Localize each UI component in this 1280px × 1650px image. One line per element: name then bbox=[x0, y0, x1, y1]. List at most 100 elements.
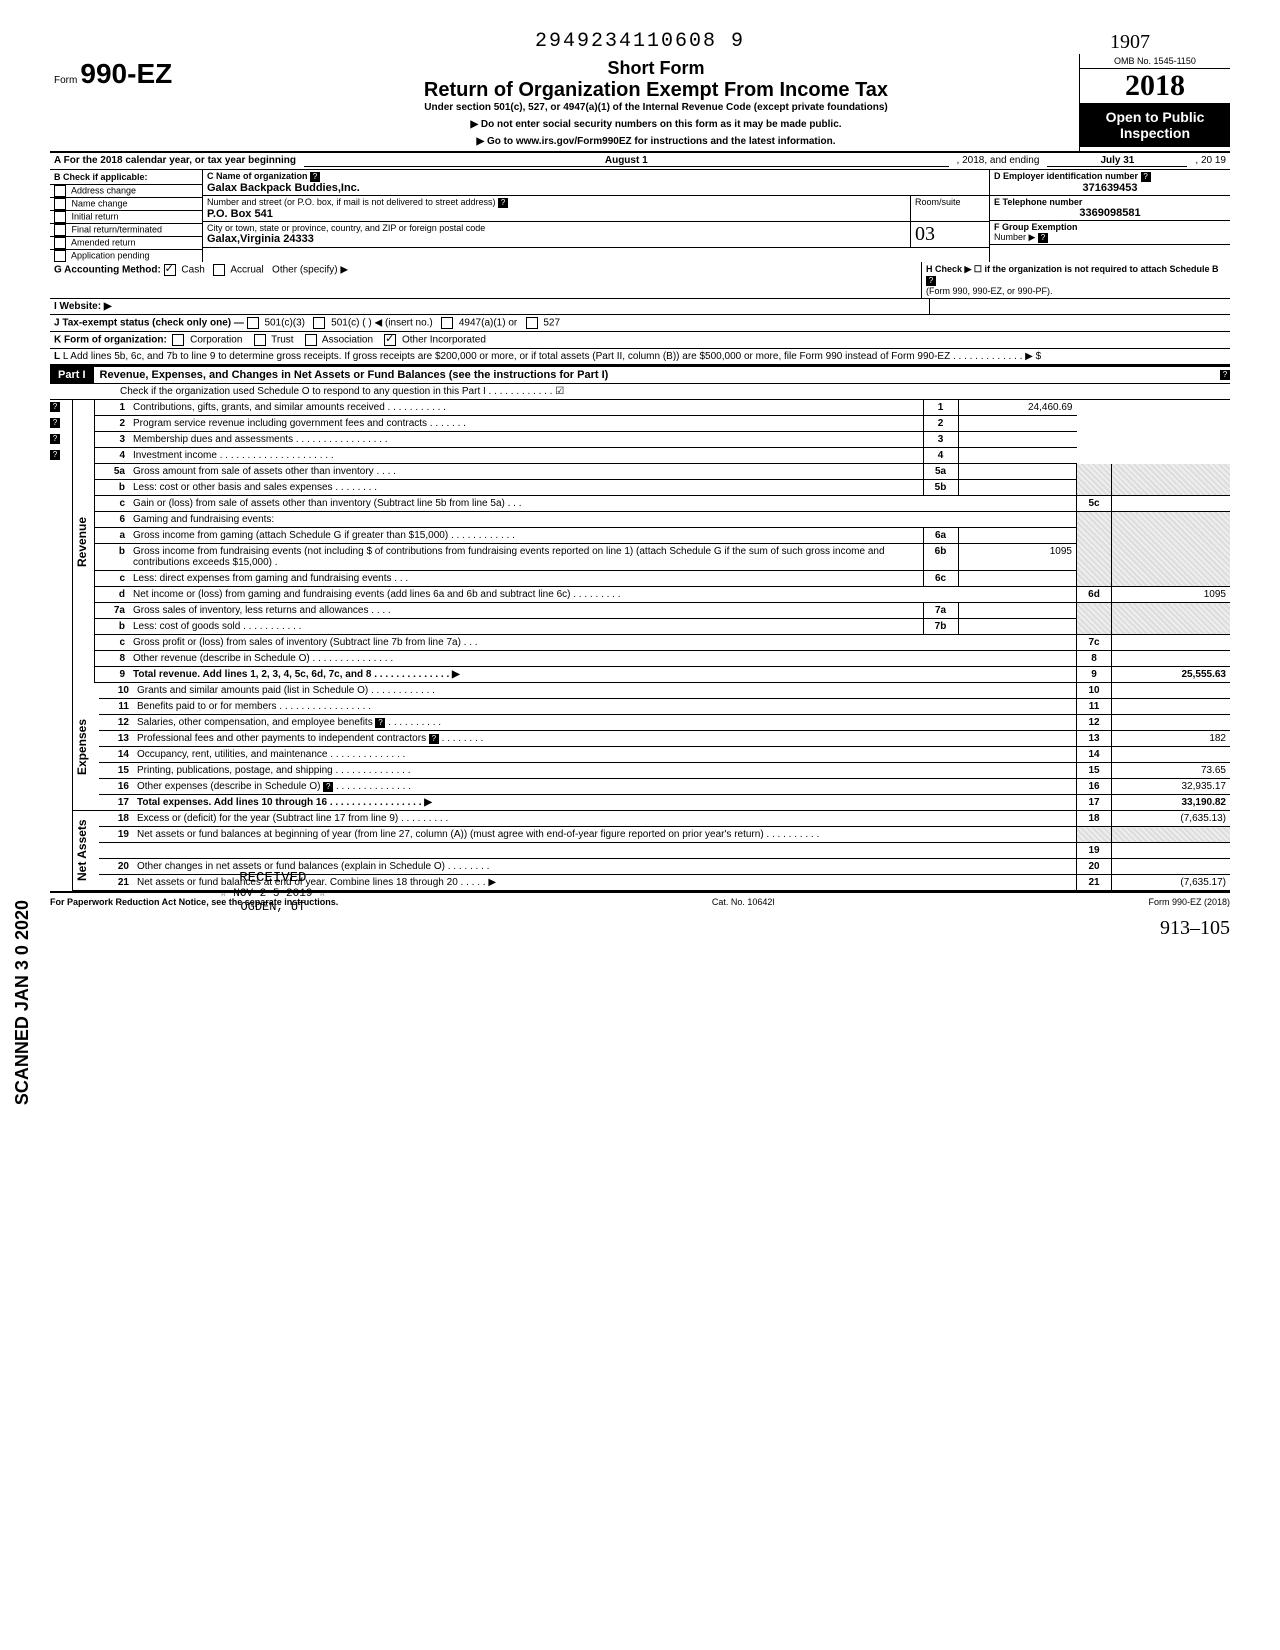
year-prefix: 20 bbox=[1125, 69, 1155, 102]
org-name: Galax Backpack Buddies,Inc. bbox=[207, 182, 360, 194]
mid-2018: , 2018, and ending bbox=[957, 155, 1040, 167]
b-checkbox[interactable] bbox=[54, 237, 66, 249]
line-8-desc: Other revenue (describe in Schedule O) .… bbox=[129, 651, 1077, 667]
line-7c-desc: Gross profit or (loss) from sales of inv… bbox=[129, 635, 1077, 651]
omb-number: OMB No. 1545-1150 bbox=[1080, 54, 1230, 69]
info-grid: B Check if applicable: Address change Na… bbox=[50, 170, 1230, 262]
main-title: Return of Organization Exempt From Incom… bbox=[241, 79, 1071, 102]
line-18-val: (7,635.13) bbox=[1112, 811, 1231, 827]
help-icon: ? bbox=[1038, 233, 1048, 243]
year-suffix: 18 bbox=[1155, 69, 1185, 102]
line-9-val: 25,555.63 bbox=[1112, 667, 1231, 683]
accrual-checkbox[interactable] bbox=[213, 264, 225, 276]
h-sub: (Form 990, 990-EZ, or 990-PF). bbox=[926, 286, 1053, 296]
line-7a-desc: Gross sales of inventory, less returns a… bbox=[129, 603, 923, 619]
lines-container: ? ? ? ? Revenue 1Contributions, gifts, g… bbox=[50, 400, 1230, 683]
form-header: Form 990-EZ Short Form Return of Organiz… bbox=[50, 54, 1230, 153]
j-501c-checkbox[interactable] bbox=[313, 317, 325, 329]
received-date: NOV 2 5 2019 bbox=[233, 888, 312, 900]
j-527-checkbox[interactable] bbox=[526, 317, 538, 329]
b-checkbox[interactable] bbox=[54, 211, 66, 223]
revenue-table: 1Contributions, gifts, grants, and simil… bbox=[95, 400, 1230, 683]
k-corp-checkbox[interactable] bbox=[172, 334, 184, 346]
help-icon: ? bbox=[1220, 370, 1230, 380]
line-15-val: 73.65 bbox=[1112, 763, 1231, 779]
c-label: C Name of organization bbox=[207, 171, 308, 181]
line-6a-desc: Gross income from gaming (attach Schedul… bbox=[129, 528, 923, 544]
help-icon: ? bbox=[926, 276, 936, 286]
line-6b-desc: Gross income from fundraising events (no… bbox=[129, 544, 923, 571]
help-icon: ? bbox=[50, 434, 60, 444]
street-address: P.O. Box 541 bbox=[207, 208, 273, 220]
line-16-val: 32,935.17 bbox=[1112, 779, 1231, 795]
help-icon: ? bbox=[310, 172, 320, 182]
b-checkbox[interactable] bbox=[54, 224, 66, 236]
city-state-zip: Galax,Virginia 24333 bbox=[207, 233, 314, 245]
k-label: K Form of organization: bbox=[54, 335, 167, 346]
j-4947-checkbox[interactable] bbox=[441, 317, 453, 329]
phone: 3369098581 bbox=[994, 207, 1226, 219]
received-location: OGDEN, UT bbox=[220, 900, 326, 914]
help-icon: ? bbox=[50, 418, 60, 428]
k-assoc-checkbox[interactable] bbox=[305, 334, 317, 346]
received-label: RECEIVED bbox=[220, 870, 326, 886]
tax-year: 2018 bbox=[1080, 69, 1230, 103]
k-opt-2: Association bbox=[322, 335, 373, 346]
part1-title: Revenue, Expenses, and Changes in Net As… bbox=[94, 367, 1220, 383]
j-501c3-checkbox[interactable] bbox=[247, 317, 259, 329]
line-7b-desc: Less: cost of goods sold . . . . . . . .… bbox=[129, 619, 923, 635]
line-6d-desc: Net income or (loss) from gaming and fun… bbox=[129, 587, 1077, 603]
f-label: F Group Exemption bbox=[994, 222, 1078, 232]
footer-right: Form 990-EZ (2018) bbox=[1148, 897, 1230, 907]
expenses-container: Expenses 10Grants and similar amounts pa… bbox=[50, 683, 1230, 811]
g-other: Other (specify) ▶ bbox=[272, 265, 348, 276]
j-label: J Tax-exempt status (check only one) — bbox=[54, 318, 244, 329]
received-stamp: RECEIVED ☆ NOV 2 5 2019 ☆ OGDEN, UT bbox=[220, 870, 326, 914]
form-prefix: Form bbox=[54, 75, 77, 86]
b-checkbox[interactable] bbox=[54, 185, 66, 197]
d-label: D Employer identification number bbox=[994, 171, 1138, 181]
line-21-val: (7,635.17) bbox=[1112, 875, 1231, 891]
k-trust-checkbox[interactable] bbox=[254, 334, 266, 346]
line-6c-desc: Less: direct expenses from gaming and fu… bbox=[129, 571, 923, 587]
line-4-desc: Investment income . . . . . . . . . . . … bbox=[129, 448, 923, 464]
line-11-desc: Benefits paid to or for members . . . . … bbox=[133, 699, 1077, 715]
title-box: Short Form Return of Organization Exempt… bbox=[233, 54, 1079, 151]
tax-year-end: July 31 bbox=[1047, 155, 1187, 167]
instruction-2: ▶ Go to www.irs.gov/Form990EZ for instru… bbox=[241, 136, 1071, 147]
line-17-desc: Total expenses. Add lines 10 through 16 … bbox=[133, 795, 1077, 811]
i-label: I Website: ▶ bbox=[54, 301, 112, 312]
section-b: B Check if applicable: Address change Na… bbox=[50, 170, 203, 262]
k-other-checkbox[interactable] bbox=[384, 334, 396, 346]
line-2-val bbox=[958, 416, 1077, 432]
part1-check: Check if the organization used Schedule … bbox=[50, 384, 1230, 400]
b-label: B Check if applicable: bbox=[50, 170, 202, 184]
j-opt-3: 527 bbox=[543, 318, 560, 329]
h-label: H Check ▶ ☐ if the organization is not r… bbox=[926, 264, 1219, 274]
line-5c-desc: Gain or (loss) from sale of assets other… bbox=[129, 496, 1077, 512]
b-checkbox[interactable] bbox=[54, 198, 66, 210]
k-opt-1: Trust bbox=[271, 335, 293, 346]
line-5a-desc: Gross amount from sale of assets other t… bbox=[129, 464, 923, 480]
line-g-h: G Accounting Method: Cash Accrual Other … bbox=[50, 262, 1230, 299]
line-6b-val: 1095 bbox=[958, 544, 1077, 571]
b-checkbox[interactable] bbox=[54, 250, 66, 262]
help-icon: ? bbox=[50, 402, 60, 412]
city-label: City or town, state or province, country… bbox=[207, 223, 485, 233]
section-def: D Employer identification number ? 37163… bbox=[990, 170, 1230, 262]
open-to-public: Open to Public Inspection bbox=[1080, 103, 1230, 147]
line-18-desc: Excess or (deficit) for the year (Subtra… bbox=[133, 811, 1077, 827]
line-9-desc: Total revenue. Add lines 1, 2, 3, 4, 5c,… bbox=[129, 667, 1077, 683]
scanned-stamp: SCANNED JAN 3 0 2020 bbox=[12, 900, 33, 1105]
line-j: J Tax-exempt status (check only one) — 5… bbox=[50, 315, 1230, 332]
line-l: L L Add lines 5b, 6c, and 7b to line 9 t… bbox=[50, 349, 1230, 366]
line-12-desc: Salaries, other compensation, and employ… bbox=[133, 715, 1077, 731]
footer-mid: Cat. No. 10642I bbox=[712, 897, 775, 907]
cash-checkbox[interactable] bbox=[164, 264, 176, 276]
instruction-1: ▶ Do not enter social security numbers o… bbox=[241, 119, 1071, 130]
line-1-val: 24,460.69 bbox=[958, 400, 1077, 416]
line-10-desc: Grants and similar amounts paid (list in… bbox=[133, 683, 1077, 699]
ein: 371639453 bbox=[994, 182, 1226, 194]
line-a: A For the 2018 calendar year, or tax yea… bbox=[50, 153, 1230, 170]
j-opt-2: 4947(a)(1) or bbox=[459, 318, 517, 329]
